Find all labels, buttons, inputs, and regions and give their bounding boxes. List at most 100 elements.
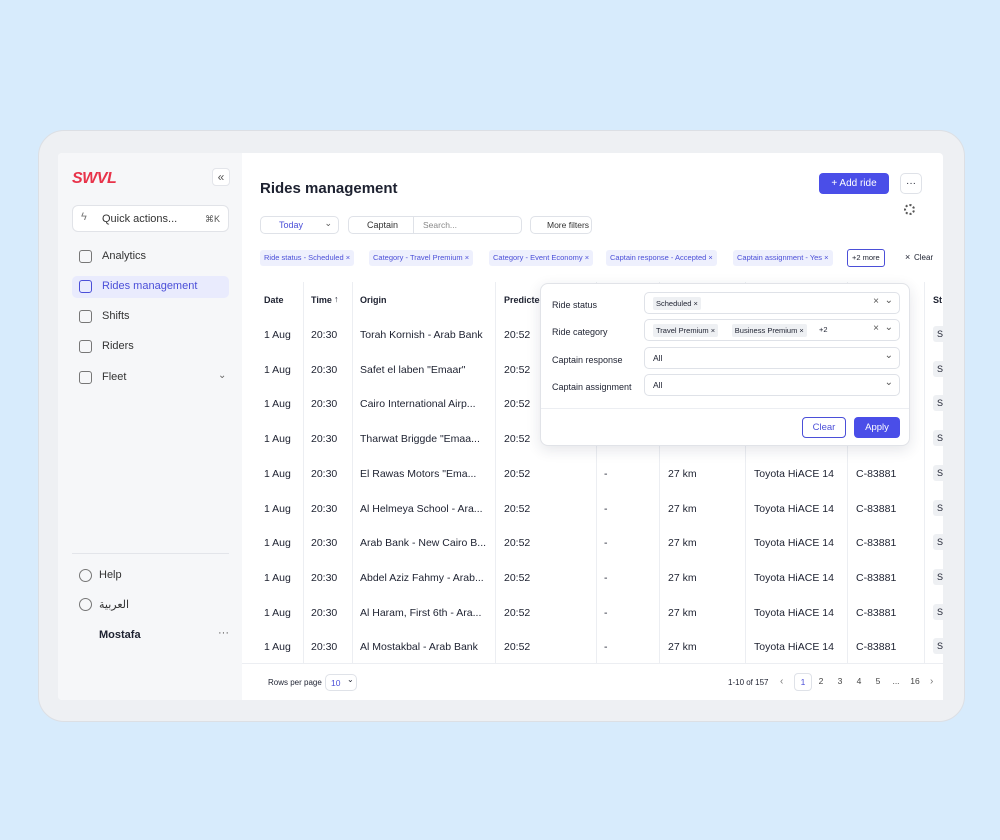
quick-actions[interactable]: ϟ Quick actions... ⌘K: [72, 205, 229, 232]
tag-label: Business Premium: [734, 326, 798, 335]
date-select[interactable]: Today ⌄: [260, 216, 339, 234]
search-scope: Captain: [367, 220, 399, 230]
chev: ⌄: [884, 377, 893, 388]
date-value: Today: [279, 220, 304, 230]
nav-item[interactable]: Riders: [102, 340, 134, 352]
filter-field[interactable]: Travel Premium × Business Premium × +2 × ⌄: [644, 319, 900, 341]
table-cell: 20:30: [311, 537, 338, 550]
filter-tag: Business Premium ×: [731, 324, 807, 337]
table-cell: 27 km: [668, 641, 697, 654]
page-button[interactable]: 16: [910, 676, 920, 686]
table-cell: Safet el laben "Emaar": [360, 363, 466, 376]
page-button[interactable]: 5: [875, 676, 881, 686]
column-header: Predicted: [504, 295, 546, 305]
status-badge: S: [933, 568, 943, 585]
filter-chip[interactable]: Ride status - Scheduled ×: [260, 250, 355, 266]
filter-chip[interactable]: Captain assignment - Yes ×: [733, 250, 833, 266]
table-cell: Abdel Aziz Fahmy - Arab...: [360, 571, 484, 584]
filter-chip[interactable]: Captain response - Accepted ×: [606, 250, 717, 266]
table-cell: 20:52: [504, 641, 531, 654]
collapse-icon[interactable]: «: [212, 168, 230, 186]
table-cell: Al Mostakbal - Arab Bank: [360, 641, 478, 654]
filter-field[interactable]: All ⌄: [644, 347, 900, 369]
footer-item[interactable]: Help: [99, 569, 122, 581]
table-cell: 20:30: [311, 398, 338, 411]
clear-chips[interactable]: Clear: [914, 253, 934, 262]
search[interactable]: Captain Search...: [348, 216, 522, 234]
table-cell: 27 km: [668, 571, 697, 584]
table-cell: 20:52: [504, 571, 531, 584]
table-cell: 1 Aug: [264, 571, 291, 584]
footer-icon: [79, 569, 92, 582]
more-filters[interactable]: More filters: [530, 216, 592, 234]
content: SWVL « ϟ Quick actions... ⌘K Analytics Rides m…: [72, 168, 943, 691]
nav-item[interactable]: Rides management: [102, 280, 198, 292]
status-badge: S: [933, 326, 943, 342]
table-cell: 20:30: [311, 641, 338, 654]
filter-field[interactable]: Scheduled × × ⌄: [644, 292, 900, 314]
nav-item[interactable]: Shifts: [102, 310, 130, 322]
filter-chip[interactable]: Category - Event Economy ×: [489, 250, 594, 266]
button-label: Add ride: [839, 178, 877, 189]
column-header: St: [933, 295, 942, 305]
table-cell: C-83881: [856, 502, 897, 515]
filter-field[interactable]: All ⌄: [644, 374, 900, 396]
table-cell: -: [604, 537, 608, 550]
table-cell: C-83881: [856, 537, 897, 550]
column-header: Date: [264, 295, 284, 305]
table-cell: 20:52: [504, 502, 531, 515]
table-cell: -: [604, 571, 608, 584]
page-button[interactable]: ...: [892, 676, 900, 686]
page-size[interactable]: 10 ⌄: [325, 674, 357, 691]
table-cell: 1 Aug: [264, 329, 291, 341]
page-button[interactable]: 4: [856, 676, 862, 686]
table-cell: C-83881: [856, 467, 897, 480]
nav-item[interactable]: Analytics: [102, 250, 147, 262]
column-divider: [924, 282, 925, 663]
table-cell: Toyota HiACE 14: [754, 467, 834, 480]
prev[interactable]: ‹: [780, 676, 784, 687]
status-badge: S: [933, 360, 943, 377]
filter-panel: Ride status Scheduled × × ⌄ Ride category Tra…: [540, 283, 910, 446]
settings-icon[interactable]: [904, 204, 915, 215]
filter-tag: Scheduled ×: [653, 297, 701, 310]
rows-per-page: Rows per page: [268, 678, 322, 687]
apply-button[interactable]: Apply: [854, 417, 900, 438]
sort-icon[interactable]: ↑: [334, 294, 339, 304]
filter-chip[interactable]: Category - Travel Premium ×: [369, 250, 474, 266]
column-divider: [659, 282, 660, 663]
table-cell: Al Haram, First 6th - Ara...: [360, 606, 482, 619]
clear-button[interactable]: Clear: [802, 417, 846, 438]
range: 1-10 of 157: [728, 678, 769, 687]
user-menu[interactable]: ···: [218, 627, 229, 639]
clear-x[interactable]: ×: [905, 252, 911, 262]
page-button[interactable]: 1: [794, 673, 812, 691]
table-cell: 20:52: [504, 398, 531, 411]
nav-icon: [79, 250, 92, 263]
chip-label: Captain response - Accepted: [610, 253, 707, 262]
more-chips[interactable]: +2 more: [847, 249, 885, 267]
filter-label: Captain assignment: [552, 382, 632, 392]
status-badge: S: [933, 638, 943, 655]
page-button[interactable]: 3: [837, 676, 843, 686]
column-header: Time: [311, 295, 332, 305]
table-cell: 1 Aug: [264, 606, 291, 619]
page-button[interactable]: 2: [818, 676, 824, 686]
chevron[interactable]: ⌄: [218, 370, 227, 381]
add-ride-button[interactable]: + Add ride: [819, 173, 889, 194]
status-badge: S: [933, 603, 943, 620]
nav-item[interactable]: Fleet: [102, 371, 127, 383]
table-cell: 20:30: [311, 467, 338, 480]
table-cell: 20:30: [311, 502, 338, 515]
footer-item[interactable]: العربية: [99, 599, 130, 611]
nav-icon: [79, 310, 92, 323]
chip-label: Ride status - Scheduled: [264, 253, 344, 262]
more-button[interactable]: ···: [900, 173, 922, 194]
filter-label: Ride category: [552, 327, 608, 337]
table-cell: Al Helmeya School - Ara...: [360, 502, 483, 515]
divider: [72, 553, 229, 554]
table-cell: 20:30: [311, 363, 338, 376]
footer-icon: [79, 598, 92, 611]
table-cell: Cairo International Airp...: [360, 398, 476, 411]
next[interactable]: ›: [930, 676, 934, 687]
